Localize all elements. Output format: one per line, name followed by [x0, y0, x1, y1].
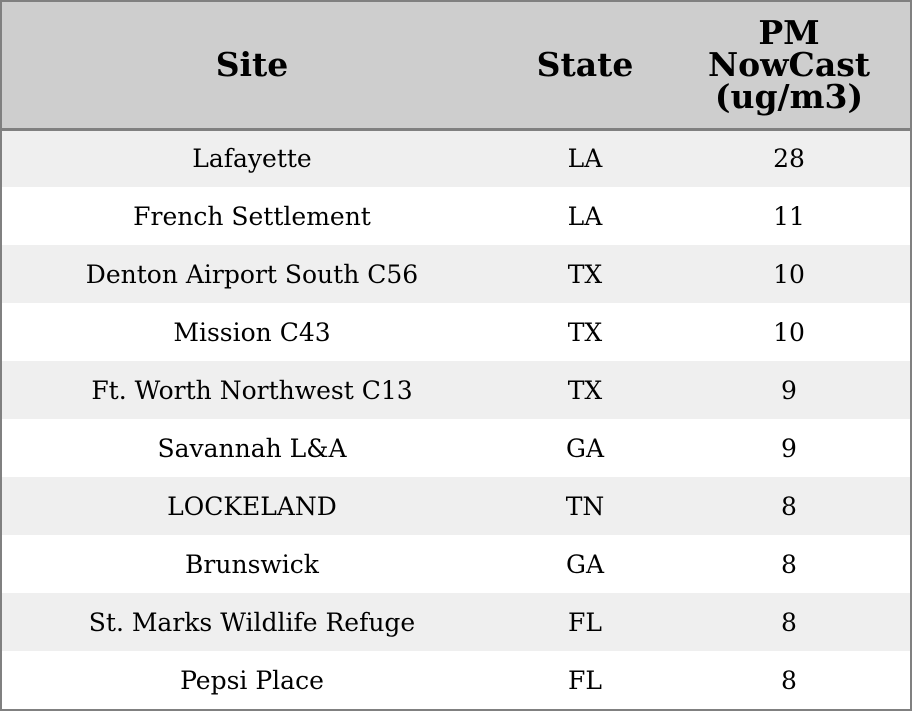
state-cell: FL [568, 665, 602, 695]
site-cell: Lafayette [192, 144, 312, 174]
pm-value-cell: 8 [781, 491, 797, 521]
state-cell: TN [565, 491, 605, 521]
column-header-state: State [502, 2, 668, 131]
table-row: French Settlement LA 11 [2, 187, 910, 245]
site-cell: French Settlement [133, 201, 371, 231]
pm-value-cell: 9 [781, 433, 797, 463]
table-row: Mission C43 TX 10 [2, 303, 910, 361]
state-cell: LA [567, 144, 603, 174]
table-row: Brunswick GA 8 [2, 535, 910, 593]
state-cell: GA [565, 433, 605, 463]
site-cell: St. Marks Wildlife Refuge [88, 607, 416, 637]
state-cell: FL [568, 607, 602, 637]
site-cell: Ft. Worth Northwest C13 [91, 375, 413, 405]
table-row: St. Marks Wildlife Refuge FL 8 [2, 593, 910, 651]
pm-value-cell: 11 [773, 201, 805, 231]
table-header: Site State PM NowCast (ug/m3) [2, 2, 910, 131]
state-cell: LA [567, 201, 603, 231]
site-cell: Savannah L&A [157, 433, 347, 463]
site-cell: Denton Airport South C56 [85, 259, 419, 289]
pm-value-cell: 8 [781, 607, 797, 637]
pm-value-cell: 10 [773, 317, 805, 347]
state-cell: TX [567, 317, 603, 347]
table-row: Lafayette LA 28 [2, 129, 910, 187]
table-row: Pepsi Place FL 8 [2, 651, 910, 709]
table-row: Denton Airport South C56 TX 10 [2, 245, 910, 303]
pm-value-cell: 8 [781, 549, 797, 579]
table-row: Savannah L&A GA 9 [2, 419, 910, 477]
column-header-site: Site [2, 2, 502, 131]
pm-value-cell: 10 [773, 259, 805, 289]
header-row: Site State PM NowCast (ug/m3) [2, 2, 910, 131]
pm-value-cell: 9 [781, 375, 797, 405]
pm-value-cell: 8 [781, 665, 797, 695]
table-row: Ft. Worth Northwest C13 TX 9 [2, 361, 910, 419]
pm-value-cell: 28 [773, 144, 805, 174]
table-row: LOCKELAND TN 8 [2, 477, 910, 535]
state-cell: TX [567, 375, 603, 405]
table-body: Lafayette LA 28 French Settlement LA 11 Denton… [2, 129, 910, 709]
site-cell: Brunswick [185, 549, 319, 579]
site-cell: LOCKELAND [167, 491, 337, 521]
state-cell: TX [567, 259, 603, 289]
site-cell: Mission C43 [173, 317, 331, 347]
column-header-pm-nowcast: PM NowCast (ug/m3) [668, 2, 910, 131]
state-cell: GA [565, 549, 605, 579]
site-cell: Pepsi Place [180, 665, 324, 695]
